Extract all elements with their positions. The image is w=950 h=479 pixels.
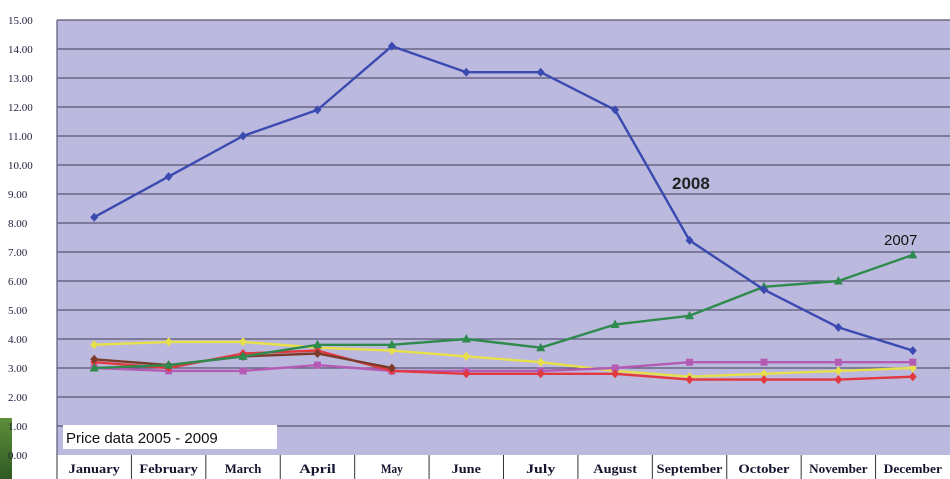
data-point [536, 67, 545, 77]
y-tick-label: 0.00 [8, 450, 28, 462]
y-tick-label: 5.00 [8, 305, 28, 317]
decorative-leaf-image [0, 418, 12, 479]
data-point [90, 212, 99, 222]
caption-background [63, 425, 277, 449]
y-tick-label: 15.00 [8, 15, 33, 27]
x-tick-label: September [657, 461, 723, 476]
series-line [94, 340, 913, 378]
data-point [536, 369, 545, 379]
data-point [387, 339, 397, 349]
data-point [462, 369, 471, 379]
data-point [461, 334, 471, 343]
data-point [685, 375, 694, 385]
data-point [164, 337, 173, 347]
data-point [908, 249, 918, 259]
x-tick-label: November [809, 461, 868, 476]
x-tick-label: February [139, 461, 198, 476]
x-tick-label: May [381, 461, 403, 476]
data-point [908, 346, 917, 356]
data-point [759, 375, 768, 385]
plot-area [57, 20, 950, 455]
data-point [387, 346, 396, 356]
data-point [536, 342, 546, 352]
gridlines [56, 19, 950, 455]
chart-caption: Price data 2005 - 2009 [66, 430, 218, 447]
data-point [164, 172, 173, 182]
data-point [238, 351, 248, 360]
data-point [462, 67, 471, 77]
data-point [239, 367, 247, 375]
data-point [909, 358, 917, 366]
series-line [94, 253, 914, 370]
y-tick-label: 6.00 [8, 276, 28, 288]
y-tick-label: 12.00 [8, 102, 33, 114]
data-point [239, 131, 248, 141]
y-tick-label: 9.00 [8, 189, 28, 201]
data-point [759, 285, 768, 295]
data-point [833, 276, 843, 285]
data-point [759, 369, 768, 379]
y-tick-label: 8.00 [8, 218, 28, 230]
x-tick-label: January [69, 461, 121, 476]
y-tick-label: 4.00 [8, 334, 28, 346]
series-2007 [89, 249, 918, 372]
data-point [313, 105, 322, 115]
series-label-2007: 2007 [884, 232, 917, 249]
data-point [834, 366, 843, 376]
series-label-2008: 2008 [672, 174, 710, 193]
data-point [90, 354, 99, 364]
y-tick-label: 3.00 [8, 363, 28, 375]
data-point [834, 358, 842, 366]
x-tick-label: June [452, 461, 481, 476]
data-point [312, 339, 322, 349]
data-point [387, 41, 396, 51]
series-line [93, 44, 914, 352]
data-point [462, 351, 471, 361]
y-tick-label: 1.00 [8, 421, 28, 433]
data-point [313, 349, 322, 358]
series-2008 [90, 41, 917, 356]
data-point [834, 375, 843, 385]
data-point [834, 322, 843, 332]
data-point [685, 310, 695, 320]
data-point [387, 363, 396, 373]
data-point [611, 364, 619, 372]
x-tick-label: August [593, 461, 638, 476]
y-tick-label: 10.00 [8, 160, 33, 172]
data-point [313, 361, 321, 369]
data-point [685, 235, 694, 245]
data-point [90, 340, 99, 350]
data-point [89, 363, 99, 372]
data-point [908, 372, 917, 382]
x-tick-label: December [884, 461, 943, 476]
data-point [239, 337, 248, 347]
x-tick-label: April [299, 461, 336, 476]
x-tick-label: July [526, 461, 556, 476]
data-point [908, 363, 917, 373]
y-tick-label: 14.00 [8, 44, 33, 56]
data-point [611, 369, 620, 379]
series-layer [89, 41, 918, 385]
data-point [164, 360, 174, 369]
y-axis-ticks: 0.00 1.00 2.00 3.00 4.00 5.00 6.00 7.00 8.00 9.00… [8, 15, 33, 462]
series-line [94, 349, 913, 381]
data-point [536, 357, 545, 367]
x-axis-ticks: January February March April May June July Augu… [69, 461, 943, 476]
category-dividers [56, 455, 950, 479]
y-tick-label: 7.00 [8, 247, 28, 259]
x-tick-label: October [738, 461, 789, 476]
y-tick-label: 11.00 [8, 131, 33, 143]
y-tick-label: 2.00 [8, 392, 28, 404]
data-point [686, 358, 694, 366]
x-tick-label: March [225, 461, 262, 476]
y-tick-label: 13.00 [8, 73, 33, 85]
series-line [94, 361, 913, 373]
data-point [611, 105, 620, 115]
data-point [610, 319, 620, 328]
data-point [760, 358, 768, 366]
